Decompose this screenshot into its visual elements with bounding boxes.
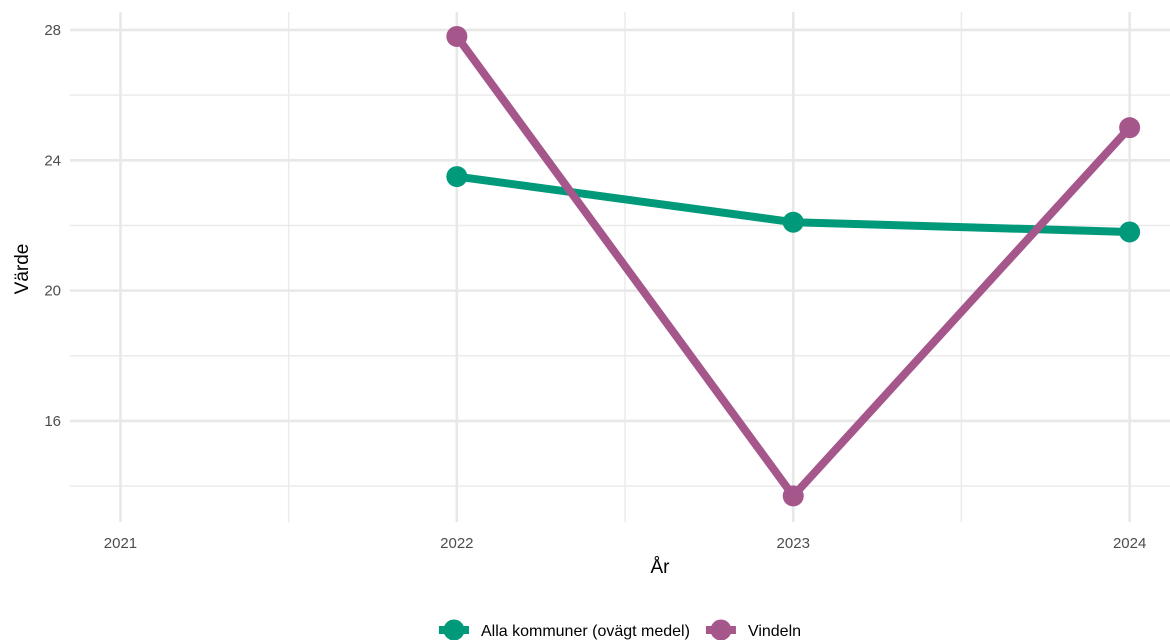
y-tick-label: 16 [44, 413, 61, 430]
x-tick-label: 2023 [777, 535, 810, 552]
legend-label: Alla kommuner (ovägt medel) [481, 623, 690, 640]
x-axis-title: År [651, 557, 671, 578]
x-tick-label: 2021 [104, 535, 137, 552]
y-tick-label: 24 [44, 152, 61, 169]
data-point [1119, 117, 1141, 139]
series-points [446, 25, 1141, 507]
y-tick-label: 28 [44, 22, 61, 39]
y-tick-label: 20 [44, 283, 61, 300]
x-axis-tick-labels: 2021 2022 2023 2024 [104, 535, 1147, 552]
data-point [782, 211, 804, 233]
legend-item-1: Vindeln [705, 619, 801, 640]
x-tick-label: 2022 [440, 535, 473, 552]
x-tick-label: 2024 [1113, 535, 1146, 552]
legend-key-marker [443, 619, 465, 640]
data-point [446, 166, 468, 188]
major-gridlines [70, 12, 1170, 522]
legend-key-marker [710, 619, 732, 640]
legend: Alla kommuner (ovägt medel) Vindeln [438, 619, 801, 640]
data-point [446, 25, 468, 47]
data-point [1119, 221, 1141, 243]
y-axis-tick-labels: 16 20 24 28 [44, 22, 61, 430]
data-point [782, 485, 804, 507]
legend-item-0: Alla kommuner (ovägt medel) [438, 619, 690, 640]
y-axis-title: Värde [12, 244, 33, 295]
legend-label: Vindeln [748, 623, 801, 640]
